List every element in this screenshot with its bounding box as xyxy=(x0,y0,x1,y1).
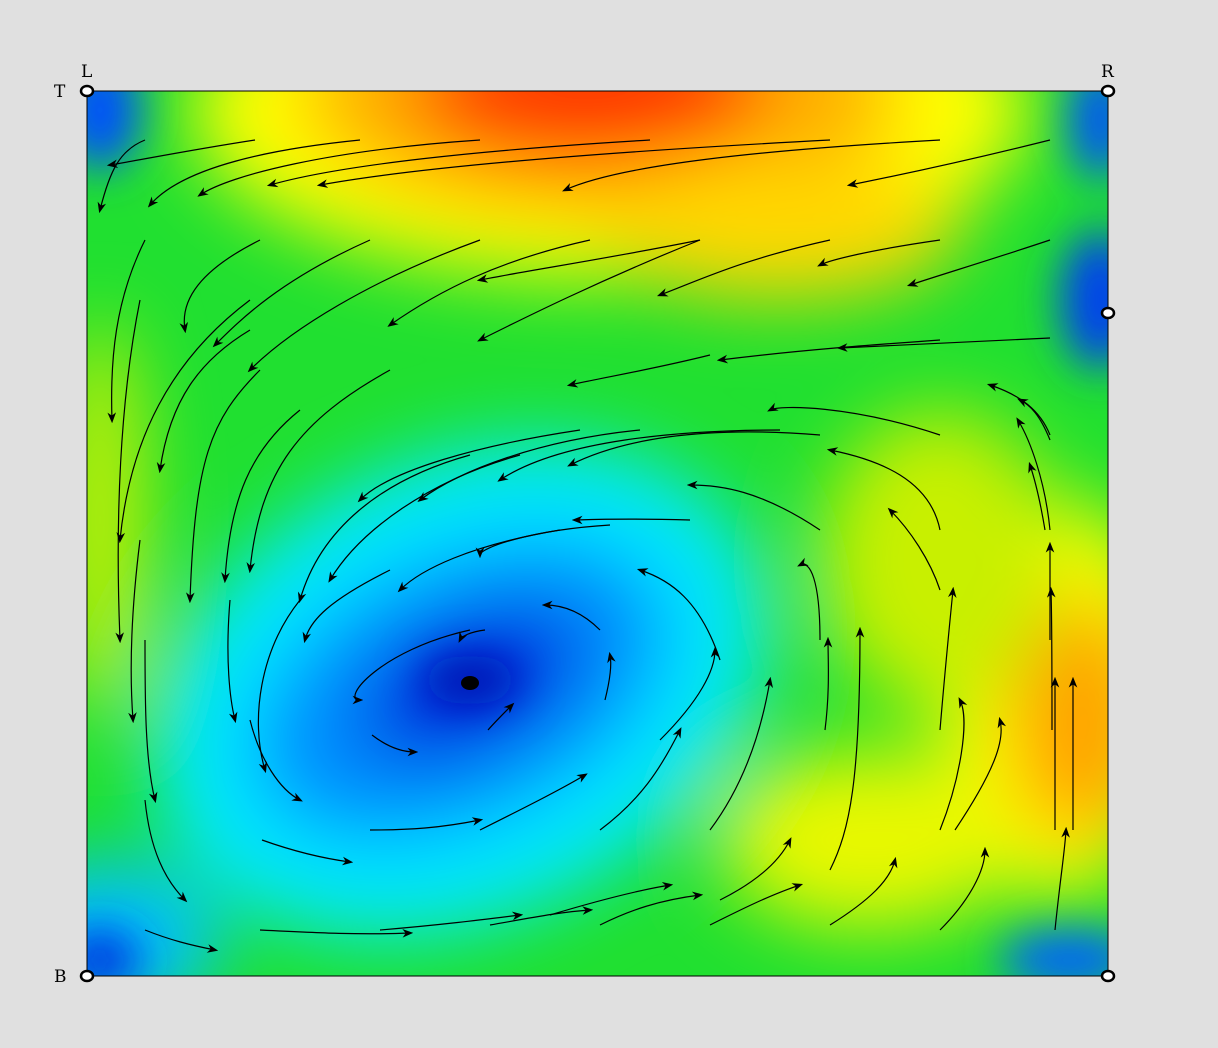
streamline xyxy=(261,839,354,866)
streamline xyxy=(116,299,251,544)
scalar-field-contour xyxy=(87,91,1108,976)
streamline xyxy=(817,239,941,267)
streamline xyxy=(97,139,146,214)
streamline xyxy=(549,881,674,916)
corner-label-l: L xyxy=(81,62,92,82)
streamline xyxy=(571,515,691,525)
streamline xyxy=(636,568,721,661)
plot-border xyxy=(86,90,1109,977)
streamline xyxy=(939,846,990,931)
streamline xyxy=(115,299,141,644)
streamline xyxy=(797,557,821,641)
streamline xyxy=(371,734,419,757)
streamline xyxy=(227,599,238,724)
streamline xyxy=(489,906,594,926)
vortex-center-marker xyxy=(461,676,479,690)
streamline xyxy=(259,928,414,938)
streamline xyxy=(599,727,682,831)
streamline xyxy=(147,139,361,208)
streamline xyxy=(302,569,391,644)
streamline xyxy=(1046,586,1056,731)
streamline xyxy=(656,239,831,297)
corner-marker-top-right xyxy=(1100,84,1116,98)
streamline xyxy=(659,646,720,741)
corner-label-r: R xyxy=(1101,62,1115,82)
streamline xyxy=(716,339,941,364)
streamline xyxy=(954,716,1007,831)
streamline xyxy=(836,337,1051,352)
streamline xyxy=(316,139,831,188)
streamline xyxy=(599,891,704,926)
streamline xyxy=(826,447,941,531)
streamline xyxy=(1017,398,1051,441)
corner-label-t: T xyxy=(54,82,66,102)
streamline xyxy=(829,856,898,926)
streamline xyxy=(767,402,941,436)
streamline xyxy=(887,507,941,591)
streamline xyxy=(357,429,581,503)
streamline xyxy=(144,929,219,953)
streamline xyxy=(387,239,591,327)
streamline xyxy=(487,702,515,731)
corner-marker-top-left xyxy=(79,84,95,98)
streamline xyxy=(823,636,833,731)
streamline xyxy=(939,586,957,731)
streamline xyxy=(369,817,484,831)
streamline xyxy=(144,799,188,903)
streamline xyxy=(477,239,701,342)
streamline xyxy=(417,429,641,502)
streamline xyxy=(939,697,968,831)
streamline xyxy=(212,239,371,348)
edge-marker-right-mid xyxy=(1100,306,1116,320)
streamline xyxy=(397,529,561,593)
streamline xyxy=(562,139,941,192)
streamline xyxy=(1054,826,1070,931)
streamline xyxy=(846,139,1051,188)
streamline xyxy=(249,719,303,802)
corner-marker-bottom-right xyxy=(1100,969,1116,983)
streamline xyxy=(604,651,616,701)
streamline xyxy=(144,639,158,804)
streamline xyxy=(352,629,471,705)
streamline xyxy=(719,837,792,901)
streamline xyxy=(1028,461,1046,531)
streamline xyxy=(266,139,651,188)
streamline xyxy=(221,409,301,584)
streamline xyxy=(128,539,141,724)
streamline xyxy=(829,626,865,871)
streamline xyxy=(709,883,804,926)
streamline xyxy=(379,911,524,931)
streamline xyxy=(479,773,588,831)
streamline xyxy=(185,369,261,604)
streamline xyxy=(197,139,481,197)
streamlines xyxy=(97,139,1078,953)
streamline xyxy=(709,676,774,831)
streamline xyxy=(458,629,486,643)
streamline xyxy=(906,239,1051,287)
streamline xyxy=(246,369,391,574)
streamline xyxy=(106,139,256,169)
corner-marker-bottom-left xyxy=(79,969,95,983)
streamline xyxy=(247,239,481,373)
streamline xyxy=(328,454,521,583)
streamline xyxy=(541,600,601,631)
streamline xyxy=(476,239,701,283)
boundary-markers xyxy=(79,84,1116,983)
streamline xyxy=(156,329,251,474)
corner-label-b: B xyxy=(54,967,67,987)
streamline xyxy=(686,480,821,531)
streamline xyxy=(297,454,471,604)
streamline xyxy=(1016,417,1051,531)
streamline xyxy=(179,239,261,334)
streamline xyxy=(497,429,781,482)
streamline xyxy=(107,239,146,424)
streamline xyxy=(566,354,711,388)
streamline xyxy=(567,431,821,467)
